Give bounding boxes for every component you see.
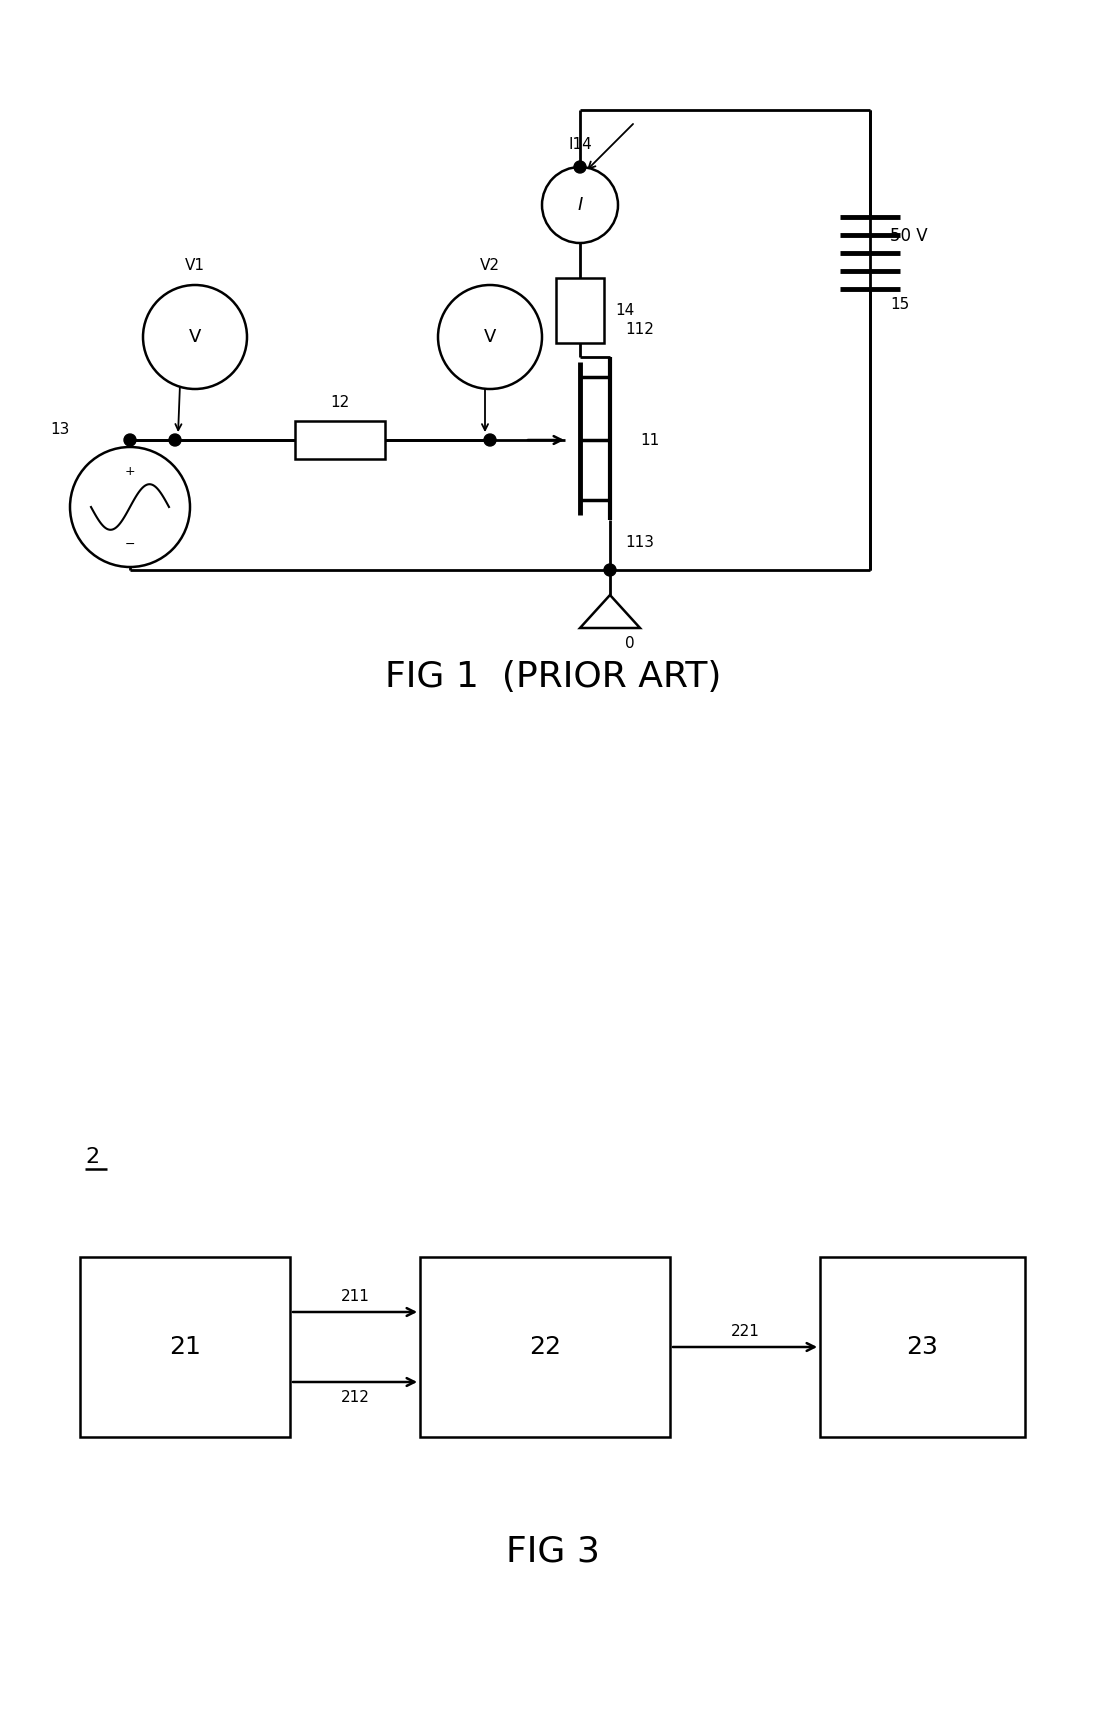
Circle shape	[124, 433, 136, 446]
Circle shape	[484, 433, 496, 446]
Text: V: V	[484, 328, 496, 345]
Text: 221: 221	[731, 1325, 759, 1338]
Text: I: I	[578, 195, 582, 214]
Text: V1: V1	[185, 257, 205, 273]
Text: 14: 14	[615, 302, 634, 318]
Bar	[294, 421, 385, 459]
Text: 21: 21	[169, 1335, 201, 1359]
Text: 22: 22	[529, 1335, 561, 1359]
Circle shape	[70, 447, 190, 566]
Text: 23: 23	[906, 1335, 938, 1359]
Text: 2: 2	[85, 1147, 100, 1167]
Bar	[420, 1257, 670, 1437]
Text: FIG 1  (PRIOR ART): FIG 1 (PRIOR ART)	[385, 660, 721, 694]
Text: 12: 12	[330, 395, 350, 409]
Text: 112: 112	[625, 321, 654, 337]
Circle shape	[575, 161, 586, 173]
Text: 211: 211	[341, 1288, 370, 1304]
Circle shape	[438, 285, 542, 389]
Text: 0: 0	[625, 636, 634, 651]
Circle shape	[169, 433, 182, 446]
Text: I14: I14	[568, 136, 592, 152]
Bar	[556, 278, 604, 342]
Circle shape	[604, 565, 615, 577]
Text: V: V	[189, 328, 201, 345]
Circle shape	[143, 285, 247, 389]
Text: −: −	[125, 537, 135, 551]
Text: 15: 15	[890, 297, 909, 313]
Text: +: +	[125, 465, 135, 477]
Text: FIG 3: FIG 3	[506, 1535, 600, 1570]
Text: 212: 212	[341, 1390, 370, 1406]
Text: 11: 11	[640, 432, 660, 447]
Text: V2: V2	[480, 257, 500, 273]
Circle shape	[542, 168, 618, 244]
Text: 13: 13	[50, 421, 70, 437]
Bar	[80, 1257, 290, 1437]
Text: 50 V: 50 V	[890, 226, 928, 245]
Text: 113: 113	[625, 535, 654, 549]
Bar	[820, 1257, 1025, 1437]
